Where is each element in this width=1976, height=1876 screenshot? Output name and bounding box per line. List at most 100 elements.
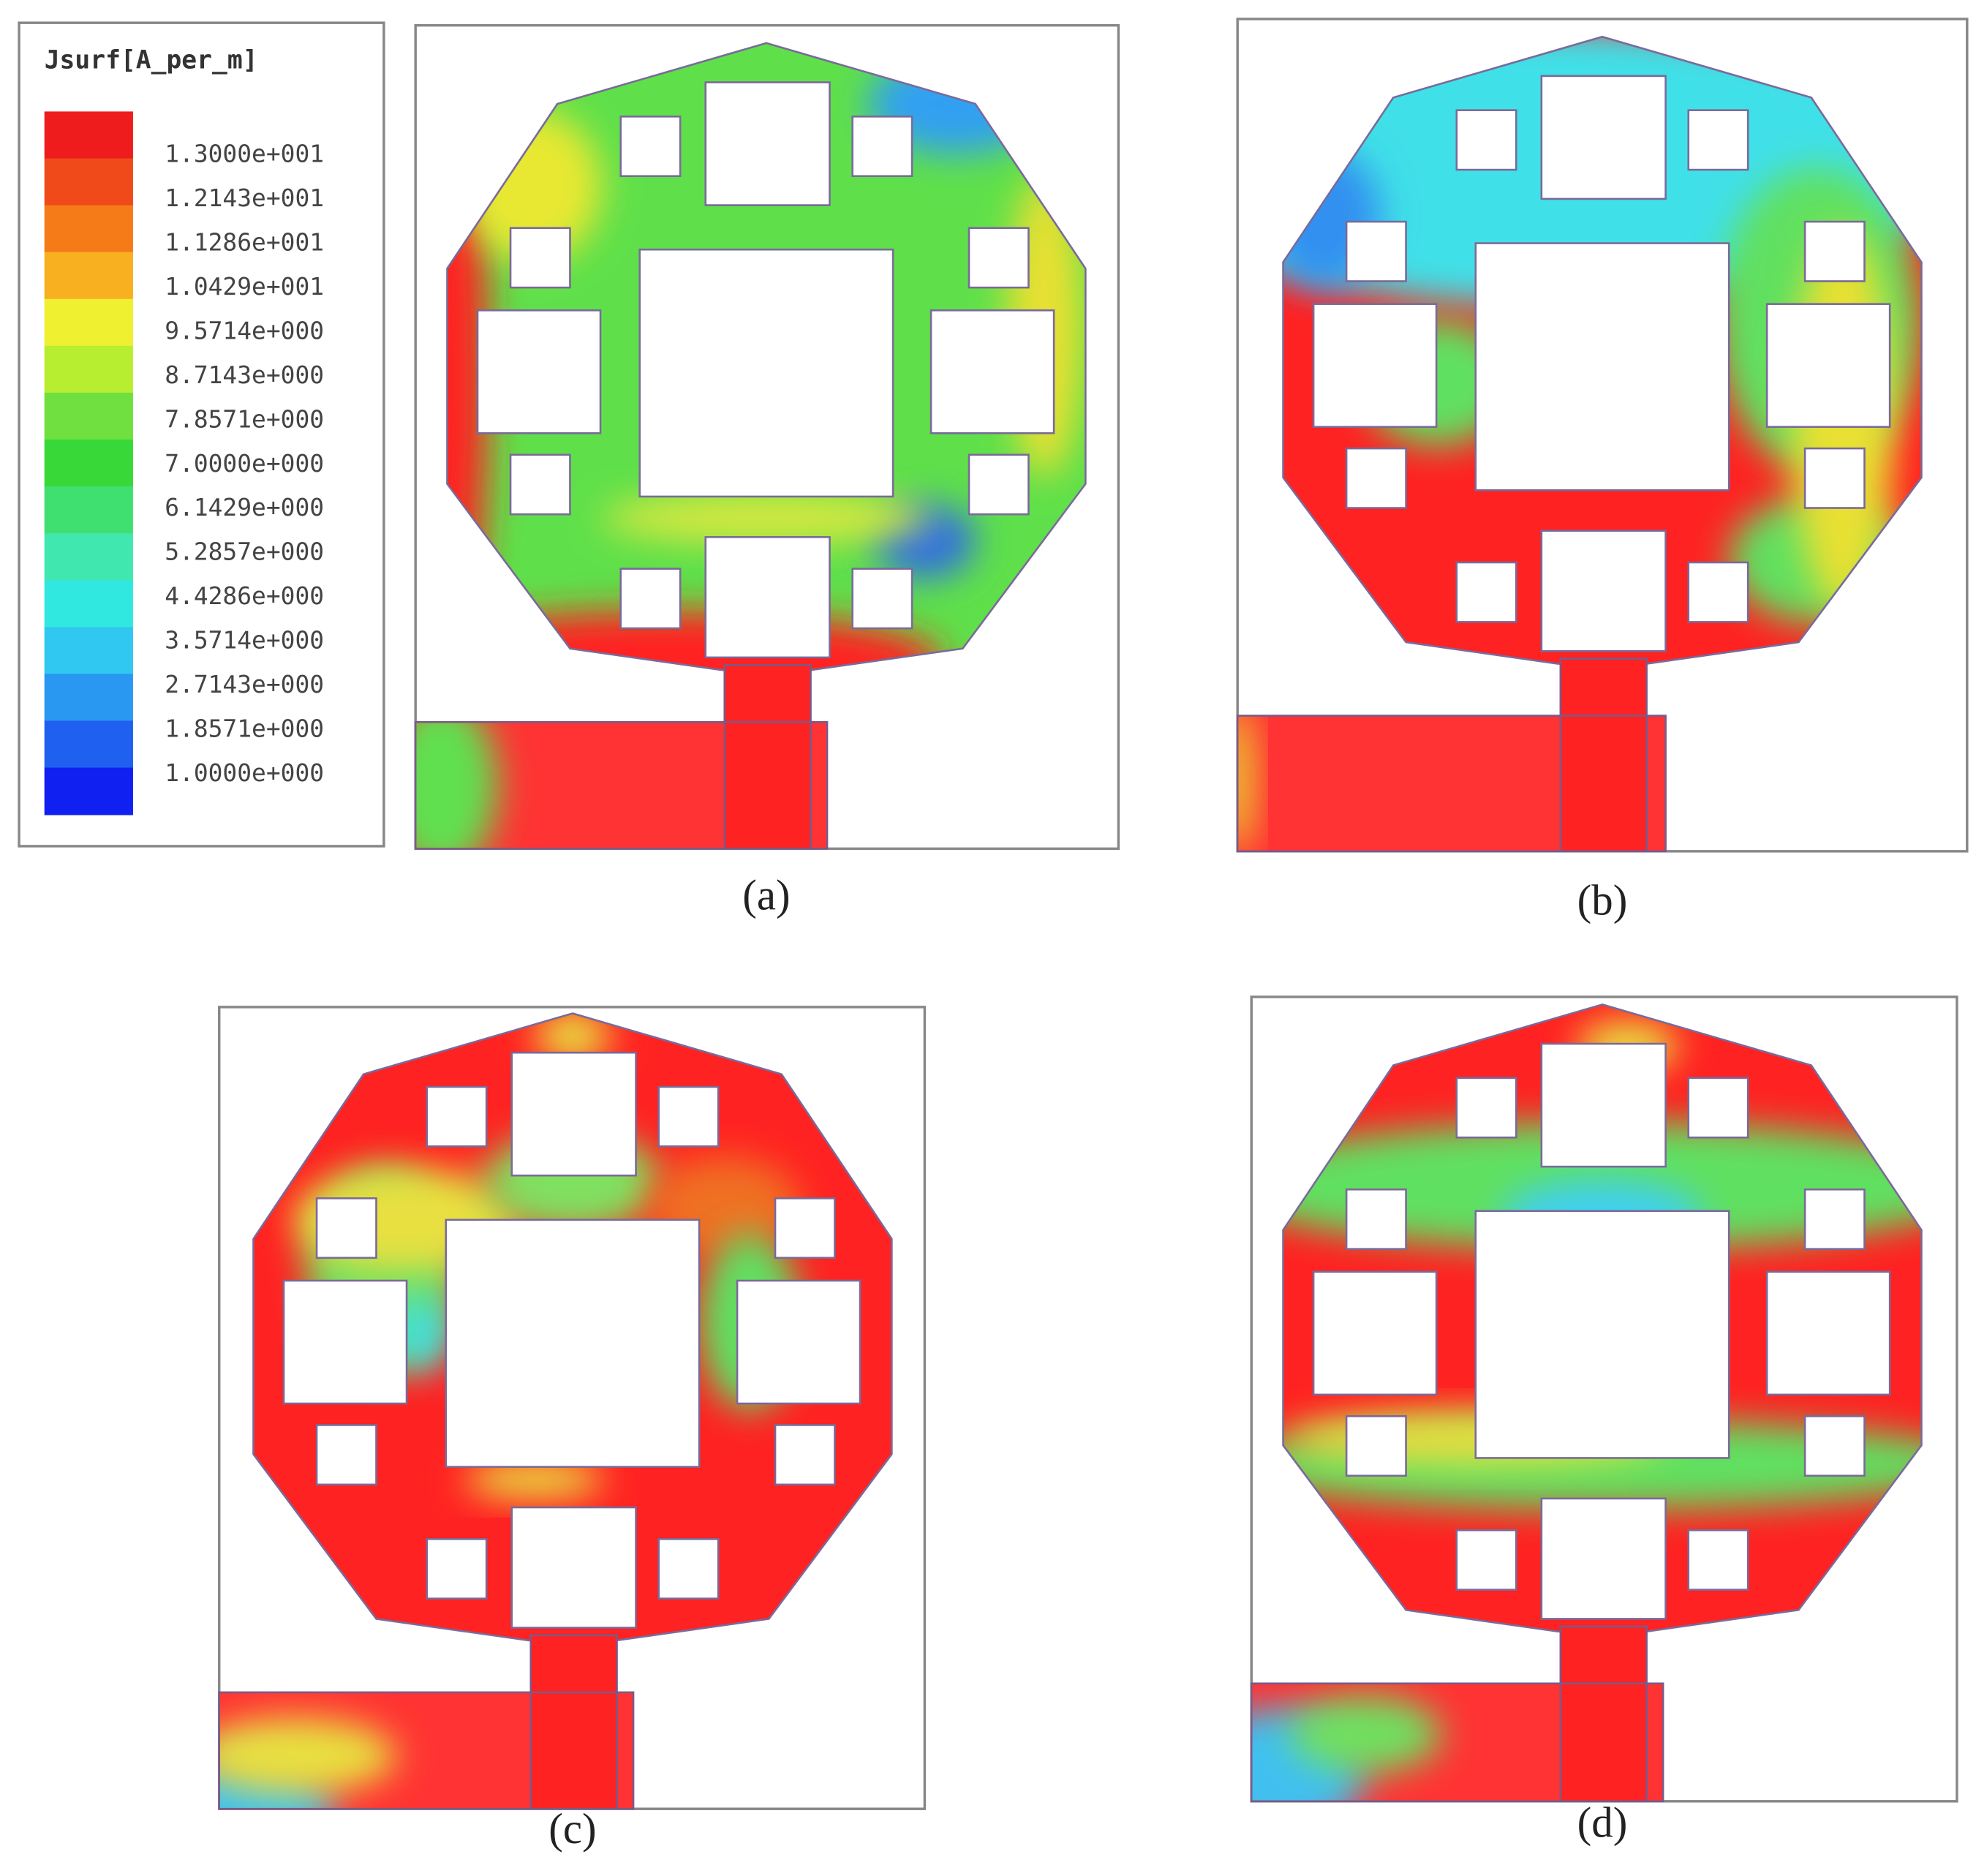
slot <box>774 1424 836 1486</box>
slot <box>1455 1077 1517 1139</box>
slot <box>1455 109 1517 171</box>
slot <box>1540 75 1667 200</box>
legend-label: 1.2143e+001 <box>165 184 324 212</box>
panel-caption: (a) <box>742 872 790 919</box>
slot <box>510 1506 637 1629</box>
slot <box>509 227 571 289</box>
slot <box>1540 530 1667 652</box>
slot <box>619 116 682 178</box>
slot <box>657 1538 720 1600</box>
slot <box>1540 1497 1667 1620</box>
feed-outline <box>218 1691 635 1810</box>
legend-color-band <box>44 439 133 487</box>
slot <box>1803 1415 1866 1477</box>
slot <box>704 536 831 659</box>
legend-color-band <box>44 111 133 159</box>
slot <box>315 1197 377 1259</box>
slot <box>1455 561 1517 623</box>
slot <box>1765 303 1891 428</box>
legend-color-band <box>44 720 133 769</box>
slot <box>774 1197 836 1259</box>
current-region <box>464 1460 605 1499</box>
slot <box>445 1218 701 1468</box>
feed-outline <box>1236 715 1667 853</box>
panel-caption: (b) <box>1577 876 1628 924</box>
slot <box>851 116 913 178</box>
panel-caption: (c) <box>548 1805 596 1853</box>
current-region <box>1237 715 1253 851</box>
slot <box>1803 1188 1866 1250</box>
legend-color-band <box>44 252 133 300</box>
current-region <box>219 1717 397 1794</box>
legend-label: 1.8571e+000 <box>165 714 324 742</box>
feed-outline <box>1250 1682 1664 1803</box>
slot <box>426 1538 488 1600</box>
legend-color-band <box>44 298 133 347</box>
legend-color-band <box>44 158 133 206</box>
legend-label: 7.0000e+000 <box>165 449 324 478</box>
slot <box>1345 1415 1407 1477</box>
slot <box>1540 1042 1667 1168</box>
legend-label: 2.7143e+000 <box>165 670 324 698</box>
slot <box>426 1085 488 1148</box>
slot <box>1687 561 1749 623</box>
slot <box>1803 220 1866 282</box>
slot <box>1687 1529 1749 1591</box>
slot <box>1455 1529 1517 1591</box>
slot <box>1312 303 1438 428</box>
panel-caption: (d) <box>1577 1798 1628 1846</box>
feed-stub <box>1559 658 1648 853</box>
slot <box>282 1279 408 1405</box>
feed-stub <box>1559 1625 1648 1803</box>
feed-stub <box>723 663 812 850</box>
slot <box>929 309 1055 434</box>
feed-stub <box>529 1634 618 1810</box>
current-region <box>601 492 932 544</box>
legend-label: 1.0000e+000 <box>165 758 324 787</box>
legend-color-band <box>44 205 133 253</box>
slot <box>476 309 602 434</box>
legend-color-band <box>44 767 133 815</box>
slot <box>1345 1188 1407 1250</box>
slot <box>1687 1077 1749 1139</box>
current-region <box>1289 1696 1442 1772</box>
legend-label: 1.3000e+001 <box>165 140 324 168</box>
slot <box>1345 447 1407 509</box>
legend-label: 6.1429e+000 <box>165 493 324 521</box>
legend-label: 8.7143e+000 <box>165 361 324 389</box>
slot <box>968 227 1030 289</box>
slot <box>1312 1270 1438 1396</box>
legend-label: 3.5714e+000 <box>165 626 324 655</box>
legend-color-band <box>44 627 133 675</box>
slot <box>1687 109 1749 171</box>
legend-color-band <box>44 392 133 440</box>
slot <box>704 81 831 206</box>
legend-label: 5.2857e+000 <box>165 538 324 566</box>
legend-label: 4.4286e+000 <box>165 581 324 610</box>
legend-color-band <box>44 345 133 393</box>
slot <box>736 1279 861 1405</box>
current-region <box>415 722 498 849</box>
slot <box>657 1085 720 1148</box>
slot <box>509 453 571 516</box>
slot <box>1474 242 1730 491</box>
legend-label: 1.0429e+001 <box>165 272 324 301</box>
current-region <box>534 1013 611 1062</box>
slot <box>1474 1210 1730 1459</box>
slot <box>1803 447 1866 509</box>
slot <box>619 568 682 630</box>
legend-color-band <box>44 486 133 535</box>
legend-color-band <box>44 533 133 581</box>
slot <box>638 248 894 498</box>
slot <box>315 1424 377 1486</box>
legend-label: 1.1286e+001 <box>165 228 324 257</box>
legend-color-band <box>44 580 133 628</box>
slot <box>1345 220 1407 282</box>
legend-label: 9.5714e+000 <box>165 316 324 344</box>
legend-label: 7.8571e+000 <box>165 404 324 433</box>
legend-color-band <box>44 674 133 722</box>
slot <box>1765 1270 1891 1396</box>
slot <box>510 1051 637 1177</box>
legend-title: Jsurf[A_per_m] <box>45 46 258 75</box>
